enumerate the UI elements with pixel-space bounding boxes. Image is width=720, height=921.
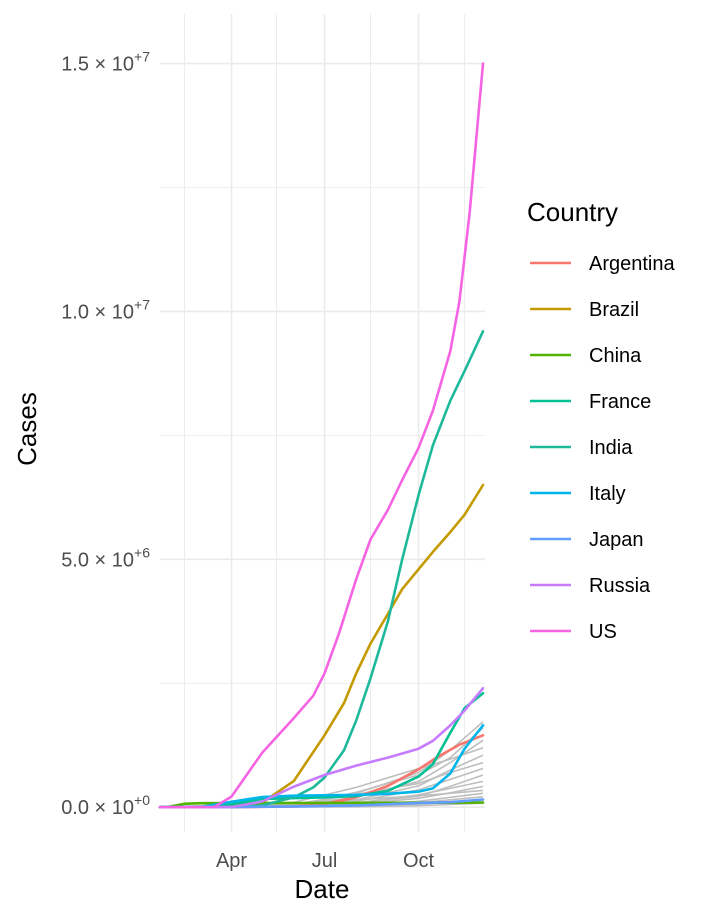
legend-label-china: China <box>589 345 642 367</box>
series-line-us <box>158 62 485 809</box>
background-series-line <box>159 789 484 808</box>
x-tick-label: Oct <box>403 850 435 872</box>
y-tick-label: 5.0 × 10+6 <box>61 544 150 571</box>
legend-label-russia: Russia <box>589 575 651 597</box>
y-axis-title: Cases <box>12 392 42 466</box>
series-lines <box>158 62 485 809</box>
y-tick-label: 0.0 × 10+0 <box>61 792 150 819</box>
series-line-russia <box>158 686 485 809</box>
series-line-italy <box>158 724 485 809</box>
x-axis-ticks: Apr Jul Oct <box>216 850 435 872</box>
legend-label-france: France <box>589 391 651 413</box>
legend-label-india: India <box>589 437 633 459</box>
series-line-france <box>158 691 485 809</box>
legend-title: Country <box>527 197 618 227</box>
legend-label-us: US <box>589 621 617 643</box>
legend-label-brazil: Brazil <box>589 299 639 321</box>
chart-grid <box>160 14 485 832</box>
x-tick-label: Apr <box>216 850 247 872</box>
legend-items: Argentina Brazil China France India Italy Japa… <box>530 253 675 643</box>
legend: Country Argentina Brazil China France India I… <box>527 197 675 643</box>
legend-label-italy: Italy <box>589 483 626 505</box>
x-tick-label: Jul <box>312 850 338 872</box>
x-axis-title: Date <box>295 874 350 904</box>
y-tick-label: 1.0 × 10+7 <box>61 296 150 323</box>
y-tick-label: 1.5 × 10+7 <box>61 49 150 76</box>
legend-label-japan: Japan <box>589 529 644 551</box>
y-axis-ticks: 0.0 × 10+0 5.0 × 10+6 1.0 × 10+7 1.5 × 10+7 <box>61 49 150 820</box>
legend-label-argentina: Argentina <box>589 253 675 275</box>
series-line-india <box>158 330 485 809</box>
